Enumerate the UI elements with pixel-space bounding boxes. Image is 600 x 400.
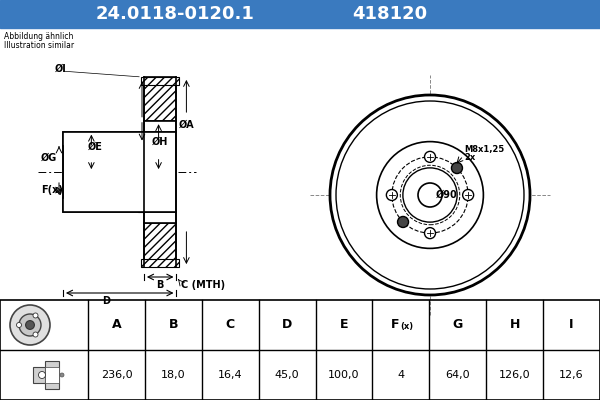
Text: M8x1,25: M8x1,25 <box>464 145 505 154</box>
Circle shape <box>17 322 22 328</box>
Circle shape <box>336 101 524 289</box>
Circle shape <box>418 183 442 207</box>
Circle shape <box>330 95 530 295</box>
Text: 64,0: 64,0 <box>445 370 470 380</box>
Text: Illustration similar: Illustration similar <box>4 41 74 50</box>
Text: F(x): F(x) <box>41 185 63 195</box>
Text: 45,0: 45,0 <box>275 370 299 380</box>
Bar <box>45 361 59 389</box>
Text: 236,0: 236,0 <box>101 370 132 380</box>
Text: 418120: 418120 <box>352 5 428 23</box>
Bar <box>33 367 45 383</box>
Text: Ø90: Ø90 <box>436 190 457 200</box>
Text: ØH: ØH <box>152 137 169 147</box>
Bar <box>144 212 176 223</box>
Circle shape <box>60 373 64 377</box>
Text: C: C <box>226 318 235 332</box>
Bar <box>141 77 179 85</box>
Text: (x): (x) <box>400 322 413 332</box>
Bar <box>138 198 144 212</box>
Bar <box>138 132 144 146</box>
Text: C (MTH): C (MTH) <box>181 280 226 290</box>
Text: B: B <box>157 280 164 290</box>
Bar <box>0 300 600 400</box>
Text: G: G <box>452 318 463 332</box>
Bar <box>144 77 176 121</box>
Text: ØA: ØA <box>179 120 194 130</box>
Text: I: I <box>569 318 574 332</box>
Bar <box>144 121 176 132</box>
Text: 18,0: 18,0 <box>161 370 185 380</box>
Text: 4: 4 <box>397 370 404 380</box>
Bar <box>0 0 600 28</box>
Text: 126,0: 126,0 <box>499 370 530 380</box>
Text: 24.0118-0120.1: 24.0118-0120.1 <box>95 5 254 23</box>
Circle shape <box>38 372 46 378</box>
Bar <box>0 30 600 300</box>
Circle shape <box>425 228 436 239</box>
Circle shape <box>386 190 397 200</box>
Text: F: F <box>391 318 399 332</box>
Text: 12,6: 12,6 <box>559 370 584 380</box>
Bar <box>144 223 176 267</box>
Circle shape <box>10 305 50 345</box>
Circle shape <box>26 321 34 330</box>
Text: ØI: ØI <box>55 64 67 74</box>
Circle shape <box>377 142 484 248</box>
Text: E: E <box>340 318 348 332</box>
Text: ØE: ØE <box>88 142 103 152</box>
Circle shape <box>33 313 38 318</box>
Bar <box>45 367 59 383</box>
Text: B: B <box>169 318 178 332</box>
Circle shape <box>19 314 41 336</box>
Text: D: D <box>282 318 292 332</box>
Text: D: D <box>102 296 110 306</box>
Text: 2x: 2x <box>464 153 476 162</box>
Bar <box>63 132 144 146</box>
Bar <box>0 300 600 400</box>
Text: H: H <box>509 318 520 332</box>
Circle shape <box>33 332 38 337</box>
Circle shape <box>425 151 436 162</box>
Text: A: A <box>112 318 121 332</box>
Bar <box>141 259 179 267</box>
Circle shape <box>463 190 473 200</box>
Circle shape <box>398 216 409 228</box>
Circle shape <box>403 168 457 222</box>
Text: ØG: ØG <box>41 153 57 163</box>
Text: 100,0: 100,0 <box>328 370 360 380</box>
Bar <box>63 132 176 212</box>
Circle shape <box>451 162 463 174</box>
Text: 16,4: 16,4 <box>218 370 242 380</box>
Text: Abbildung ähnlich: Abbildung ähnlich <box>4 32 73 41</box>
Bar <box>63 198 144 212</box>
